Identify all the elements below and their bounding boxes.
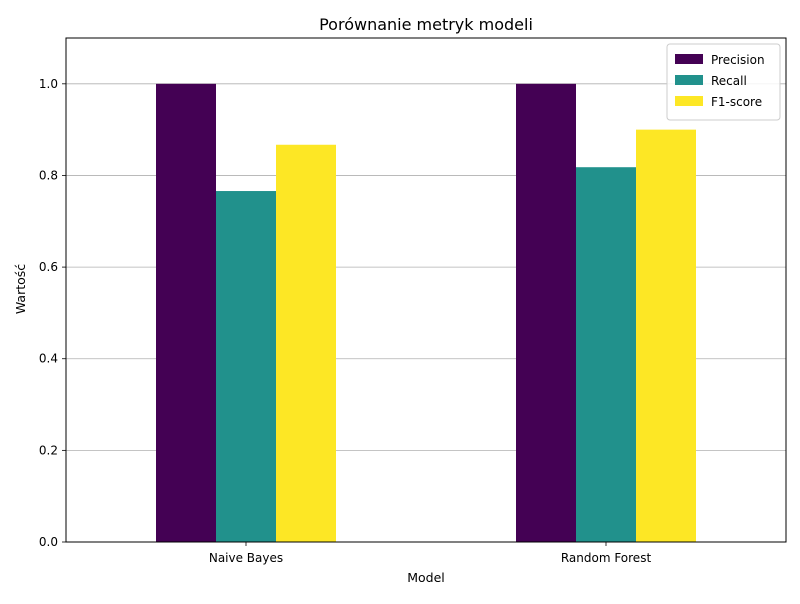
y-tick-label: 0.8	[39, 168, 58, 182]
x-tick-label: Random Forest	[561, 551, 652, 565]
plot-frame	[65, 37, 787, 543]
bar-f1-score	[636, 129, 696, 543]
y-tick-label: 0.4	[39, 352, 58, 366]
legend-swatch-f1-score	[675, 96, 703, 106]
x-tick-label: Naive Bayes	[209, 551, 283, 565]
chart-title: Porównanie metryk modeli	[319, 15, 533, 34]
bar-recall	[576, 167, 636, 542]
bars	[156, 83, 696, 543]
legend-label-f1-score: F1-score	[711, 95, 762, 109]
legend-swatch-precision	[675, 54, 703, 64]
y-tick-label: 0.2	[39, 443, 58, 457]
x-axis-label: Model	[407, 570, 445, 585]
legend-label-precision: Precision	[711, 53, 765, 67]
legend-swatch-recall	[675, 75, 703, 85]
bar-f1-score	[276, 144, 336, 543]
legend-label-recall: Recall	[711, 74, 747, 88]
y-tick-label: 1.0	[39, 77, 58, 91]
legend: Precision Recall F1-score	[666, 43, 781, 121]
bar-precision	[156, 83, 216, 543]
y-axis-label: Wartość	[13, 264, 28, 314]
axes: 0.0 0.2 0.4 0.6 0.8 1.0 Naive Bayes Random Fore…	[39, 37, 787, 565]
bar-recall	[216, 191, 276, 543]
y-tick-label: 0.0	[39, 535, 58, 549]
bar-precision	[516, 83, 576, 543]
y-tick-label: 0.6	[39, 260, 58, 274]
